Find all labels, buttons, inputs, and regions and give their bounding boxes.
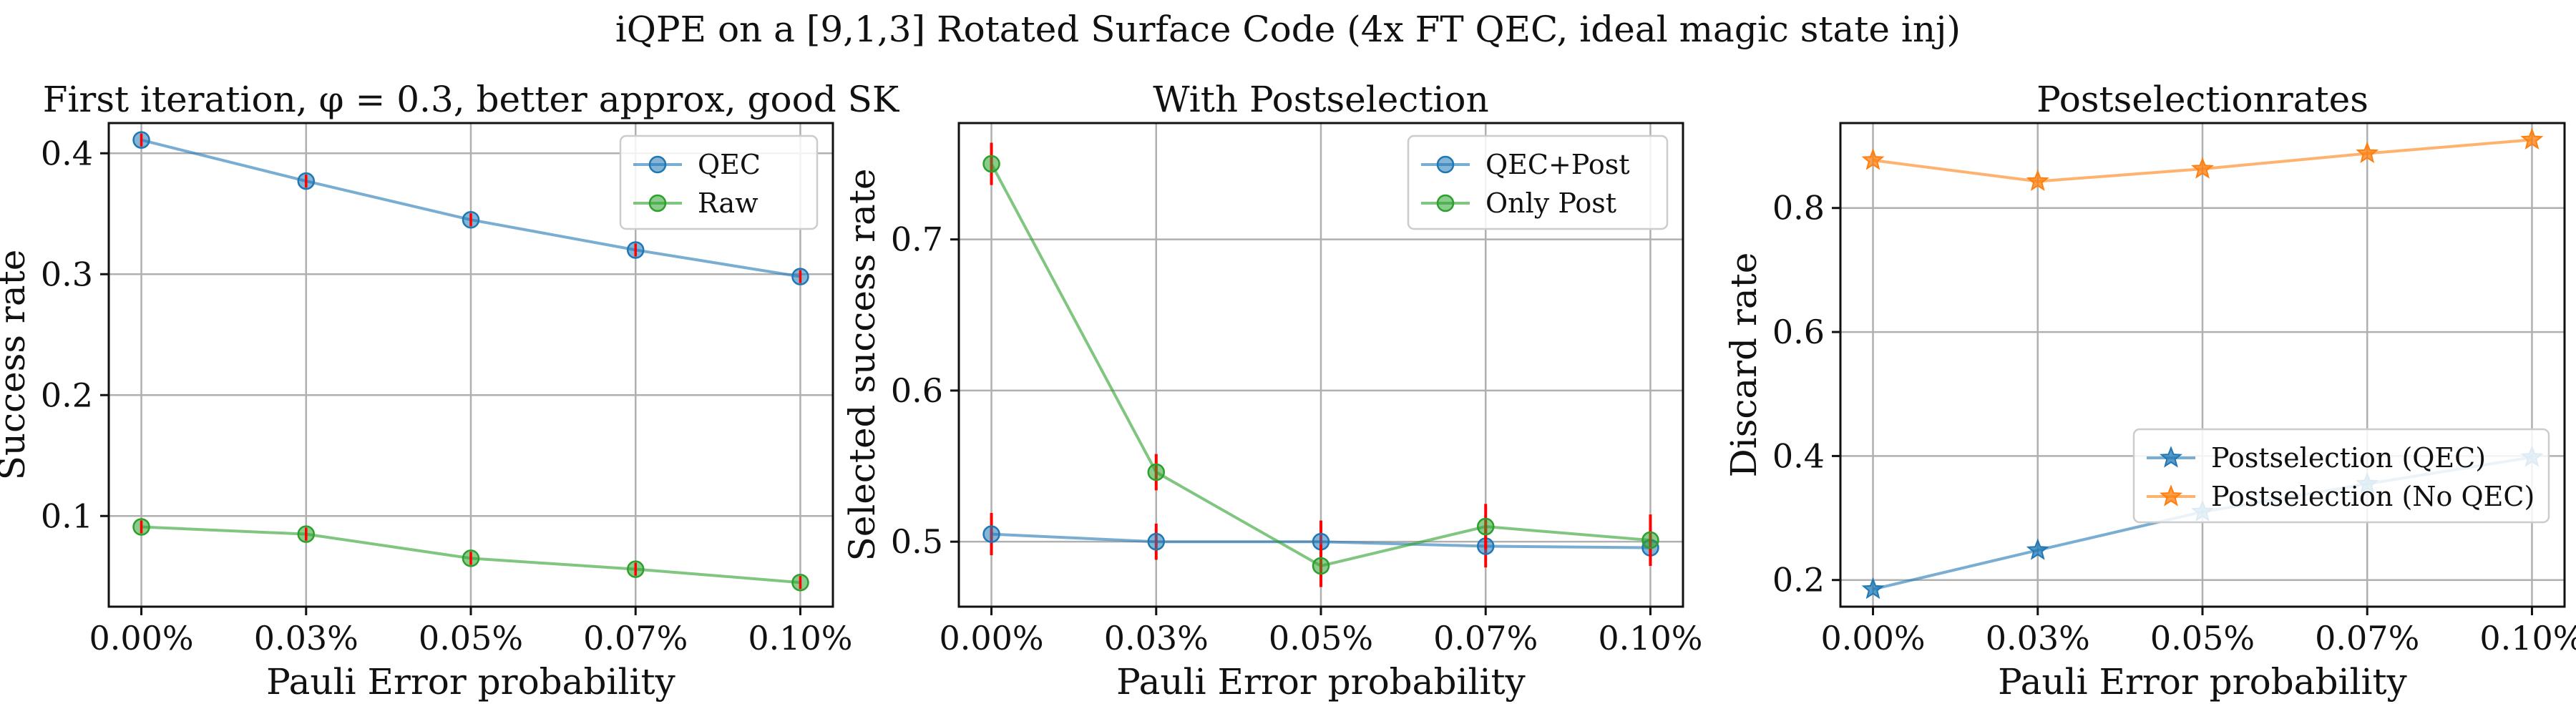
x-tick-label: 0.10%	[748, 619, 852, 657]
legend-label: Postselection (QEC)	[2211, 442, 2486, 474]
x-tick-label: 0.07%	[583, 619, 688, 657]
y-tick-label: 0.8	[1772, 189, 1825, 228]
data-point	[982, 155, 1000, 173]
data-point	[1861, 577, 1885, 600]
x-tick-label: 0.07%	[2315, 619, 2419, 657]
x-tick-label: 0.03%	[254, 619, 358, 657]
data-point	[2026, 538, 2049, 560]
x-tick-label: 0.03%	[1986, 619, 2090, 657]
x-axis-label: Pauli Error probability	[1998, 661, 2407, 703]
data-point	[1312, 557, 1330, 575]
legend: QEC Raw	[619, 134, 819, 230]
data-point	[1861, 148, 1885, 170]
legend-box	[619, 134, 819, 230]
chart-title: First iteration, φ = 0.3, better approx,…	[43, 79, 900, 120]
y-tick-label: 0.4	[1772, 436, 1825, 475]
y-tick-label: 0.5	[891, 522, 943, 561]
data-point	[1147, 532, 1166, 551]
x-tick-label: 0.00%	[939, 619, 1043, 657]
y-axis-label: Selected success rate	[841, 168, 883, 561]
y-tick-label: 0.3	[41, 255, 93, 293]
data-point	[982, 525, 1000, 543]
data-point	[2356, 141, 2379, 164]
data-point	[2520, 127, 2544, 150]
x-tick-label: 0.05%	[2150, 619, 2255, 657]
legend-marker	[648, 155, 667, 174]
chart-panel-1: First iteration, φ = 0.3, better approx,…	[0, 79, 900, 703]
plot-frame	[1839, 122, 2566, 608]
legend-marker	[1436, 194, 1455, 212]
y-tick-label: 0.4	[41, 134, 93, 172]
x-tick-label: 0.10%	[2479, 619, 2576, 657]
y-tick-label: 0.2	[41, 376, 93, 414]
y-axis-label: Discard rate	[1723, 253, 1765, 478]
x-axis-label: Pauli Error probability	[266, 661, 675, 703]
x-tick-label: 0.05%	[419, 619, 523, 657]
y-tick-label: 0.6	[1772, 313, 1825, 351]
legend-marker	[1436, 155, 1455, 174]
legend-box	[2132, 428, 2550, 524]
data-point	[1641, 531, 1659, 549]
chart-title: Postselectionrates	[2036, 79, 2368, 120]
x-tick-label: 0.10%	[1598, 619, 1702, 657]
legend-label: QEC	[698, 149, 761, 180]
legend-label: QEC+Post	[1485, 149, 1630, 180]
x-tick-label: 0.00%	[89, 619, 193, 657]
legend: QEC+Post Only Post	[1407, 134, 1669, 230]
data-point	[2191, 157, 2214, 179]
x-tick-label: 0.03%	[1104, 619, 1209, 657]
x-tick-label: 0.05%	[1269, 619, 1373, 657]
y-axis-label: Success rate	[0, 250, 33, 481]
legend: Postselection (QEC) Postselection (No QEC…	[2132, 428, 2550, 524]
data-point	[2026, 169, 2049, 192]
legend-label: Only Post	[1485, 187, 1616, 219]
chart-panel-2: With Postselection 0.00% 0.03% 0.05% 0.07% 0.…	[841, 79, 1703, 703]
chart-title: With Postselection	[1153, 79, 1488, 120]
legend-marker	[2160, 484, 2182, 507]
legend-box	[1407, 134, 1669, 230]
y-tick-label: 0.6	[891, 371, 943, 410]
y-tick-label: 0.2	[1772, 561, 1825, 600]
figure-suptitle: iQPE on a [9,1,3] Rotated Surface Code (…	[615, 9, 1961, 50]
plot-frame	[957, 122, 1684, 608]
legend-label: Postselection (No QEC)	[2211, 481, 2534, 512]
plot-frame	[107, 122, 834, 608]
y-tick-label: 0.7	[891, 220, 943, 259]
y-tick-label: 0.1	[41, 497, 93, 535]
x-tick-label: 0.00%	[1820, 619, 1925, 657]
chart-panel-3: Postselectionrates 0.00% 0.03% 0.05% 0.07% 0.…	[1723, 79, 2576, 703]
legend-label: Raw	[698, 187, 758, 219]
x-axis-label: Pauli Error probability	[1116, 661, 1526, 703]
legend-marker	[2160, 446, 2182, 468]
data-point	[1147, 463, 1166, 481]
data-point	[1476, 517, 1495, 536]
x-tick-label: 0.07%	[1433, 619, 1538, 657]
legend-marker	[648, 194, 667, 212]
